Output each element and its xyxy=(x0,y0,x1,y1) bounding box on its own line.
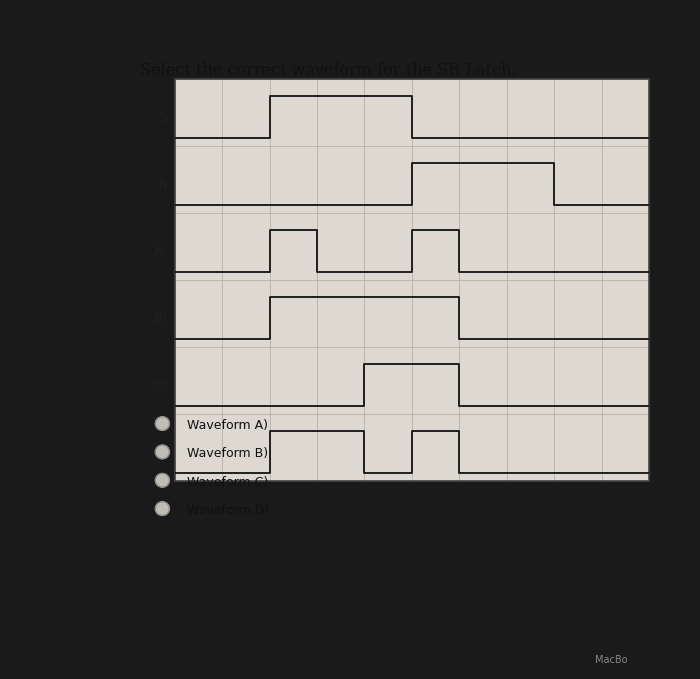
Text: Waveform A): Waveform A) xyxy=(187,419,268,432)
Text: Waveform D): Waveform D) xyxy=(187,504,270,517)
Text: B): B) xyxy=(154,312,167,325)
Text: C): C) xyxy=(154,379,167,392)
Text: D): D) xyxy=(153,446,167,459)
Text: Waveform B): Waveform B) xyxy=(187,447,268,460)
Text: A): A) xyxy=(154,245,167,258)
Text: S: S xyxy=(160,111,167,124)
Text: MacBo: MacBo xyxy=(595,655,627,665)
Text: Waveform C): Waveform C) xyxy=(187,476,268,489)
Text: Select the correct waveform for the SR Latch.: Select the correct waveform for the SR L… xyxy=(141,62,517,79)
Text: R: R xyxy=(159,178,167,191)
